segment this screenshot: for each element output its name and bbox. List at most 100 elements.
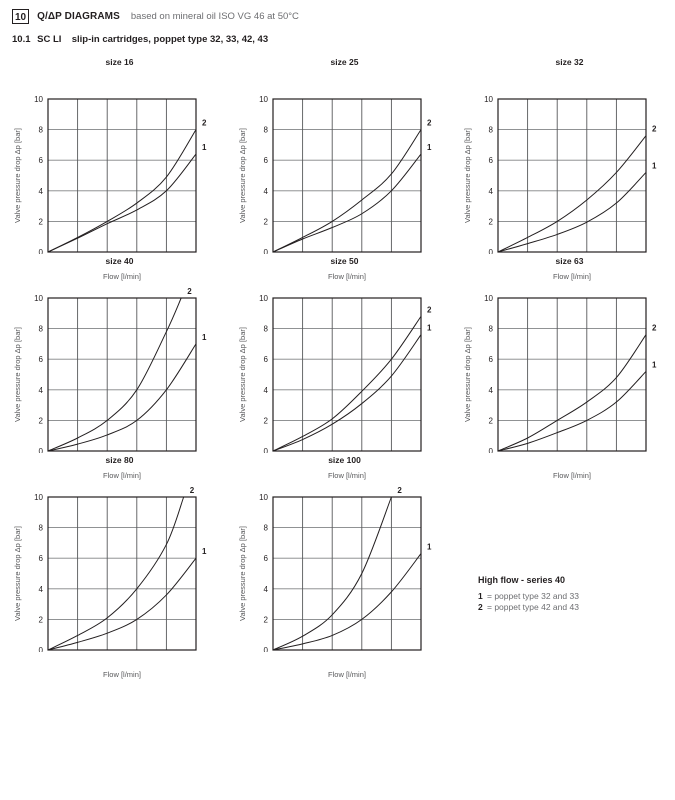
curve-label-2: 2 <box>652 324 657 333</box>
y-tick-label: 8 <box>39 325 44 334</box>
x-axis-label: Flow [l/min] <box>328 272 366 281</box>
section-number-box: 10 <box>12 9 30 24</box>
y-tick-label: 4 <box>39 187 44 196</box>
x-axis-label: Flow [l/min] <box>328 471 366 480</box>
legend-key: 2 <box>478 602 483 612</box>
y-tick-label: 0 <box>264 248 269 254</box>
curve-label-2: 2 <box>397 486 402 495</box>
plot-frame <box>497 297 647 452</box>
y-tick-label: 4 <box>264 187 269 196</box>
legend-item: 1 = poppet type 32 and 33 <box>478 591 668 601</box>
y-tick-label: 10 <box>34 294 43 303</box>
x-axis-label: Flow [l/min] <box>328 670 366 679</box>
y-tick-label: 6 <box>489 156 494 165</box>
plot-area: 02468100800160024003200400012Valve press… <box>450 268 675 480</box>
chart-title: size 50 <box>330 256 359 266</box>
y-axis-label: Valve pressure drop Δp [bar] <box>13 128 22 223</box>
y-tick-label: 6 <box>39 355 44 364</box>
y-tick-label: 6 <box>489 355 494 364</box>
y-tick-label: 4 <box>489 386 494 395</box>
chart-row: size 80024681001200240036004800600012Val… <box>0 453 675 679</box>
y-tick-label: 10 <box>259 493 268 502</box>
curve-label-2: 2 <box>427 305 432 314</box>
subsection-heading: 10.1 SC LI slip-in cartridges, poppet ty… <box>12 34 663 45</box>
section-heading: 10 Q/ΔP DIAGRAMS based on mineral oil IS… <box>12 8 663 25</box>
x-axis-label: Flow [l/min] <box>103 670 141 679</box>
plot-area: 0246810020004000600080001000012Valve pre… <box>225 467 450 679</box>
curve-1 <box>497 172 647 253</box>
y-tick-label: 2 <box>264 217 269 226</box>
curve-2 <box>272 129 422 253</box>
y-tick-label: 4 <box>489 187 494 196</box>
chart-size-32: size 3202468100200400600800100012Valve p… <box>450 55 675 281</box>
chart-row: size 400246810040080012001600200(12Valve… <box>0 254 675 480</box>
plot-frame <box>47 98 197 253</box>
y-tick-label: 8 <box>489 126 494 135</box>
curve-label-2: 2 <box>427 119 432 128</box>
y-tick-label: 2 <box>489 217 494 226</box>
chart-row: size 16024681006012018024030012Valve pre… <box>0 55 675 281</box>
y-tick-label: 4 <box>39 585 44 594</box>
y-tick-label: 8 <box>264 325 269 334</box>
y-tick-label: 10 <box>484 95 493 104</box>
plot-frame <box>47 496 197 651</box>
x-axis-label: Flow [l/min] <box>553 272 591 281</box>
chart-size-100: size 1000246810020004000600080001000012V… <box>225 453 450 679</box>
curve-2 <box>272 316 422 452</box>
y-tick-label: 10 <box>34 95 43 104</box>
curve-label-1: 1 <box>652 161 657 170</box>
chart-title: size 16 <box>105 57 134 67</box>
y-tick-label: 10 <box>259 95 268 104</box>
subsection-description: slip-in cartridges, poppet type 32, 33, … <box>71 34 269 45</box>
curve-2 <box>272 496 392 651</box>
curve-label-1: 1 <box>652 360 657 369</box>
chart-title: size 40 <box>105 256 134 266</box>
curve-label-1: 1 <box>427 324 432 333</box>
y-axis-label: Valve pressure drop Δp [bar] <box>13 526 22 621</box>
y-axis-label: Valve pressure drop Δp [bar] <box>238 128 247 223</box>
y-axis-label: Valve pressure drop Δp [bar] <box>463 327 472 422</box>
chart-size-16: size 16024681006012018024030012Valve pre… <box>0 55 225 281</box>
y-tick-label: 2 <box>264 416 269 425</box>
plot-frame <box>497 98 647 253</box>
y-tick-label: 2 <box>489 416 494 425</box>
curve-2 <box>47 496 185 651</box>
y-tick-label: 0 <box>39 248 44 254</box>
y-tick-label: 4 <box>264 585 269 594</box>
y-axis-label: Valve pressure drop Δp [bar] <box>463 128 472 223</box>
y-tick-label: 2 <box>39 217 44 226</box>
y-tick-label: 10 <box>259 294 268 303</box>
curve-2 <box>47 129 197 253</box>
curve-1 <box>497 371 647 452</box>
curve-label-1: 1 <box>202 143 207 152</box>
y-tick-label: 2 <box>39 416 44 425</box>
y-tick-label: 10 <box>484 294 493 303</box>
plot-frame <box>47 297 197 452</box>
curve-label-2: 2 <box>202 119 207 128</box>
curve-label-2: 2 <box>652 125 657 134</box>
y-tick-label: 8 <box>39 524 44 533</box>
plot-area: 024681006012018024030012Valve pressure d… <box>0 69 225 281</box>
plot-frame <box>272 98 422 253</box>
y-tick-label: 6 <box>39 156 44 165</box>
curve-label-2: 2 <box>187 287 192 296</box>
curve-1 <box>47 153 197 253</box>
y-tick-label: 0 <box>489 447 494 453</box>
legend-key: 1 <box>478 591 483 601</box>
x-axis-label: Flow [l/min] <box>103 272 141 281</box>
curve-2 <box>47 297 182 452</box>
subsection-code: SC LI <box>37 34 62 45</box>
x-axis-label: Flow [l/min] <box>553 471 591 480</box>
legend-panel: High flow - series 40 1 = poppet type 32… <box>478 575 668 613</box>
curve-label-1: 1 <box>427 543 432 552</box>
subsection-number: 10.1 <box>12 34 31 45</box>
curve-label-1: 1 <box>202 333 207 342</box>
y-tick-label: 0 <box>39 447 44 453</box>
y-axis-label: Valve pressure drop Δp [bar] <box>13 327 22 422</box>
diagram-grid: size 16024681006012018024030012Valve pre… <box>0 55 675 679</box>
curve-1 <box>47 343 197 452</box>
y-axis-label: Valve pressure drop Δp [bar] <box>238 526 247 621</box>
y-tick-label: 8 <box>264 126 269 135</box>
y-tick-label: 8 <box>264 524 269 533</box>
chart-title: size 63 <box>555 256 584 266</box>
